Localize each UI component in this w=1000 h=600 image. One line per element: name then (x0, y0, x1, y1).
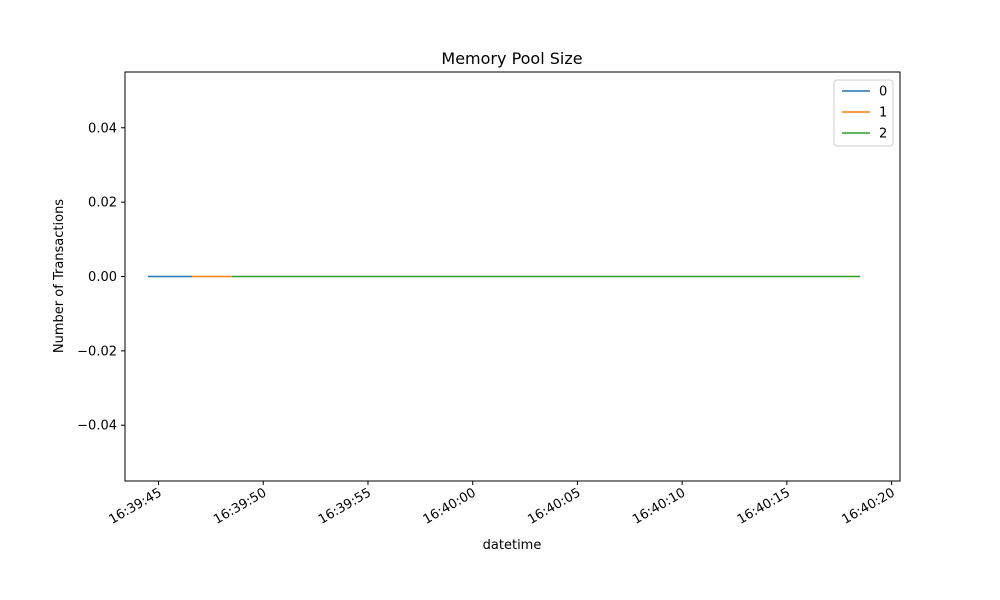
y-axis: 0.04 0.02 0.00 −0.02 −0.04 (77, 121, 125, 434)
legend-label-1: 1 (879, 106, 887, 121)
x-tick-label: 16:40:10 (630, 485, 688, 527)
x-tick-label: 16:39:55 (316, 485, 374, 527)
y-tick-label: 0.02 (88, 196, 117, 211)
y-tick-label: 0.04 (88, 121, 117, 136)
chart-title: Memory Pool Size (441, 49, 582, 68)
y-tick-label: 0.00 (88, 270, 117, 285)
legend: 0 1 2 (833, 79, 894, 147)
x-tick-label: 16:40:00 (421, 485, 479, 527)
y-tick-label: −0.04 (77, 419, 117, 434)
legend-label-2: 2 (879, 127, 887, 142)
y-axis-title: Number of Transactions (52, 199, 67, 353)
x-tick-label: 16:39:50 (211, 485, 269, 527)
y-tick-label: −0.02 (77, 344, 117, 359)
x-tick-label: 16:39:45 (106, 485, 164, 527)
x-axis-title: datetime (483, 538, 542, 553)
x-tick-label: 16:40:15 (735, 485, 793, 527)
legend-box (833, 79, 894, 147)
x-axis: 16:39:45 16:39:50 16:39:55 16:40:00 16:40:05… (106, 481, 898, 528)
x-tick-label: 16:40:05 (525, 485, 583, 527)
x-tick-label: 16:40:20 (840, 485, 898, 527)
legend-label-0: 0 (879, 85, 887, 100)
